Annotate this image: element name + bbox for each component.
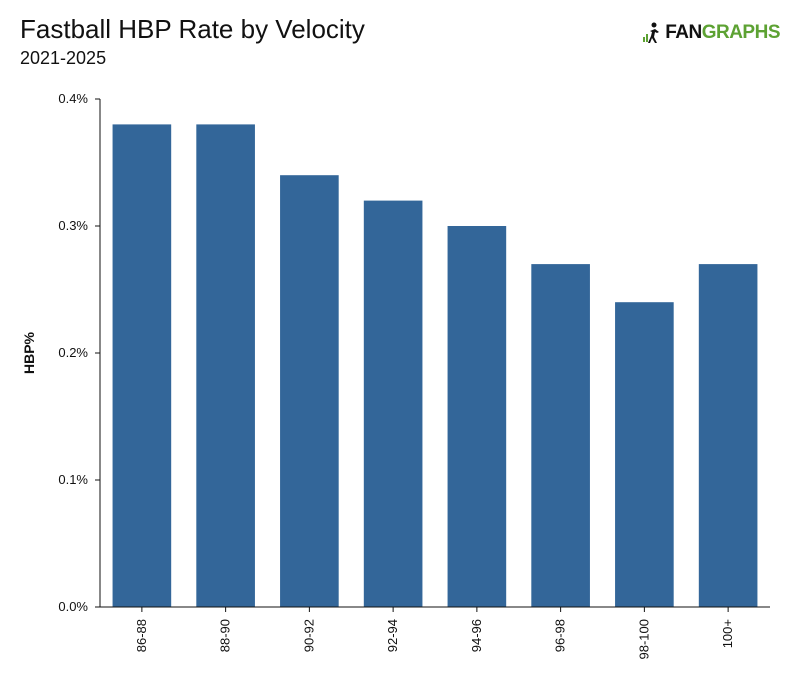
bar-98-100 — [615, 302, 674, 607]
y-axis-label: HBP% — [21, 331, 37, 374]
y-ticks-group: 0.0% 0.1% 0.2% 0.3% 0.4% — [58, 91, 100, 614]
logo-text-fan: FAN — [665, 22, 702, 43]
chart-title: Fastball HBP Rate by Velocity — [20, 14, 365, 44]
bar-100+ — [698, 264, 758, 607]
x-ticks-group: 86-88 88-90 90-92 92-94 94-96 96-98 98-100 100+ — [134, 607, 735, 659]
bars-group — [112, 124, 758, 608]
y-tick-label: 0.1% — [58, 472, 88, 487]
x-tick-label: 86-88 — [134, 619, 149, 652]
fangraphs-logo: FAN GRAPHS — [642, 20, 781, 46]
bar-88-90 — [196, 124, 255, 608]
bar-96-98 — [531, 264, 590, 607]
fangraphs-logo-icon — [643, 22, 660, 43]
x-tick-label: 92-94 — [385, 619, 400, 652]
logo-text-graphs: GRAPHS — [701, 22, 781, 43]
y-tick-label: 0.2% — [58, 345, 88, 360]
y-tick-label: 0.0% — [58, 599, 88, 614]
x-tick-label: 88-90 — [218, 619, 233, 652]
bar-90-92 — [280, 175, 339, 607]
x-tick-label: 100+ — [720, 619, 735, 648]
chart-subtitle: 2021-2025 — [20, 48, 107, 68]
x-tick-label: 94-96 — [469, 619, 484, 652]
bar-86-88 — [112, 124, 172, 608]
x-tick-label: 98-100 — [636, 619, 651, 659]
x-tick-label: 96-98 — [553, 619, 568, 652]
y-tick-label: 0.4% — [58, 91, 88, 106]
x-tick-label: 90-92 — [301, 619, 316, 652]
y-tick-label: 0.3% — [58, 218, 88, 233]
bar-92-94 — [363, 200, 423, 607]
bar-94-96 — [447, 226, 507, 607]
